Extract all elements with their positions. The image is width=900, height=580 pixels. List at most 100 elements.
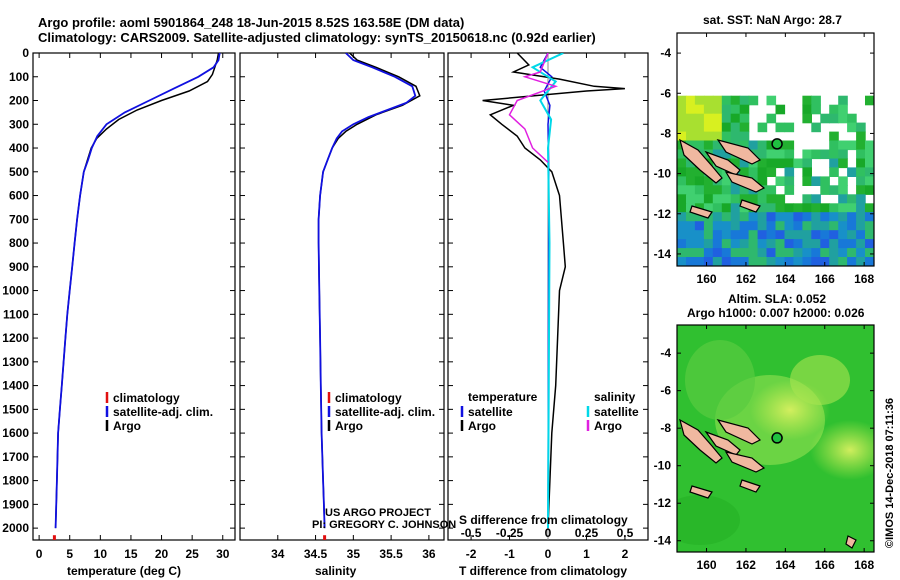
sst-cell	[712, 131, 723, 142]
map-x-tick-label: 162	[736, 558, 756, 572]
sst-cell	[838, 239, 848, 249]
sst-cell	[757, 158, 768, 169]
salinity-legend-satellite: satellite-adj. clim.	[335, 405, 435, 419]
sst-cell	[793, 239, 803, 249]
sst-cell	[730, 257, 741, 266]
sst-cell	[721, 212, 732, 222]
x-tick-label: 34.5	[304, 547, 328, 561]
sst-cell	[838, 185, 848, 195]
depth-tick-label: 1500	[2, 402, 29, 416]
sst-cell	[784, 158, 795, 169]
sst-cell	[712, 221, 723, 231]
sst-cell	[748, 230, 759, 240]
imos-watermark: ©IMOS 14-Dec-2018 07:11:36	[884, 398, 896, 548]
sst-cell	[775, 149, 786, 160]
sst-cell	[802, 158, 812, 169]
sst-cell	[856, 140, 866, 151]
sst-cell	[784, 212, 795, 222]
sla-island-guadalcanal	[689, 485, 713, 499]
sst-map-frame	[676, 32, 875, 267]
depth-tick-label: 1700	[2, 450, 29, 464]
sst-cell	[766, 221, 777, 231]
difference-legend-salinity-title: salinity	[594, 390, 636, 404]
sst-cell	[784, 167, 795, 177]
sst-cell	[721, 149, 732, 160]
t-difference-argo-line	[482, 53, 625, 529]
sst-cell	[686, 176, 696, 186]
sst-cell	[829, 212, 839, 222]
sst-cell	[686, 239, 696, 249]
sst-cell	[730, 131, 741, 142]
map-x-tick-label: 164	[775, 272, 795, 286]
sst-cell	[757, 185, 768, 195]
difference-legend: temperature satellite Argo salinity sate…	[460, 390, 639, 433]
sst-cell	[739, 185, 750, 195]
sst-cell	[703, 113, 714, 124]
sst-cell	[847, 257, 857, 266]
sst-cell	[739, 194, 750, 204]
sst-cell	[847, 167, 857, 177]
salinity-plot-frame	[239, 52, 445, 541]
sst-cell	[686, 140, 696, 151]
depth-tick-label: 2000	[2, 521, 29, 535]
difference-x-axis: -2 -1 0 1 2	[466, 53, 629, 561]
sst-cell	[784, 176, 795, 186]
sla-island-malaita	[724, 451, 766, 473]
x-tick-label: -1	[504, 547, 515, 561]
x-tick-label: 10	[94, 547, 108, 561]
sst-cell	[703, 221, 714, 231]
salinity-argo-line	[317, 53, 421, 529]
sst-cell	[838, 149, 848, 160]
sst-cell	[775, 230, 786, 240]
sst-cell	[865, 257, 874, 266]
sst-cell	[793, 221, 803, 231]
temperature-legend-climatology: climatology	[113, 391, 180, 405]
island-malaita	[724, 171, 766, 193]
sst-cell	[856, 257, 866, 266]
temperature-legend-argo: Argo	[113, 419, 141, 433]
sst-cell	[712, 149, 723, 160]
temperature-plot-frame	[32, 52, 236, 541]
x-tick-label: 1	[583, 547, 590, 561]
map-y-tick-label: -8	[660, 421, 671, 435]
sst-cell	[838, 230, 848, 240]
sst-cell	[829, 239, 839, 249]
difference-legend-temperature-title: temperature	[468, 390, 538, 404]
sla-map-axes: 160 162 164 166 168 -4 -6 -8 -10 -12 -14	[654, 325, 874, 572]
sst-cell	[757, 140, 768, 151]
sst-cell	[829, 185, 839, 195]
sst-cell	[802, 167, 812, 177]
sst-cell	[856, 230, 866, 240]
sst-cell	[856, 122, 866, 133]
sst-cell	[793, 212, 803, 222]
temperature-x-label: temperature (deg C)	[67, 564, 181, 578]
sst-cell	[721, 230, 732, 240]
sst-cell	[811, 221, 821, 231]
sst-cell	[820, 203, 830, 213]
depth-tick-label: 900	[9, 260, 29, 274]
sst-cell	[856, 203, 866, 213]
sst-cell	[748, 167, 759, 177]
sst-cell	[829, 221, 839, 231]
s-difference-label: S difference from climatology	[459, 513, 628, 527]
sst-cell	[829, 158, 839, 169]
sst-cell	[847, 194, 857, 204]
sst-cell	[739, 122, 750, 133]
sst-cell	[703, 122, 714, 133]
sst-cell	[694, 221, 705, 231]
sst-cell	[775, 248, 786, 258]
sst-cell	[811, 239, 821, 249]
difference-legend-s-argo: Argo	[594, 419, 622, 433]
sst-cell	[677, 257, 687, 266]
sla-map	[677, 325, 874, 552]
sst-cell	[784, 203, 795, 213]
s-difference-axis: -0.5 -0.25 0 0.25 0.5	[461, 526, 634, 540]
sst-cell	[757, 221, 768, 231]
sst-cell	[820, 212, 830, 222]
sst-cell	[739, 248, 750, 258]
sst-cell	[757, 176, 768, 186]
sst-cell	[811, 248, 821, 258]
sst-cell	[766, 230, 777, 240]
sst-cell	[703, 230, 714, 240]
sst-cell	[677, 113, 687, 124]
